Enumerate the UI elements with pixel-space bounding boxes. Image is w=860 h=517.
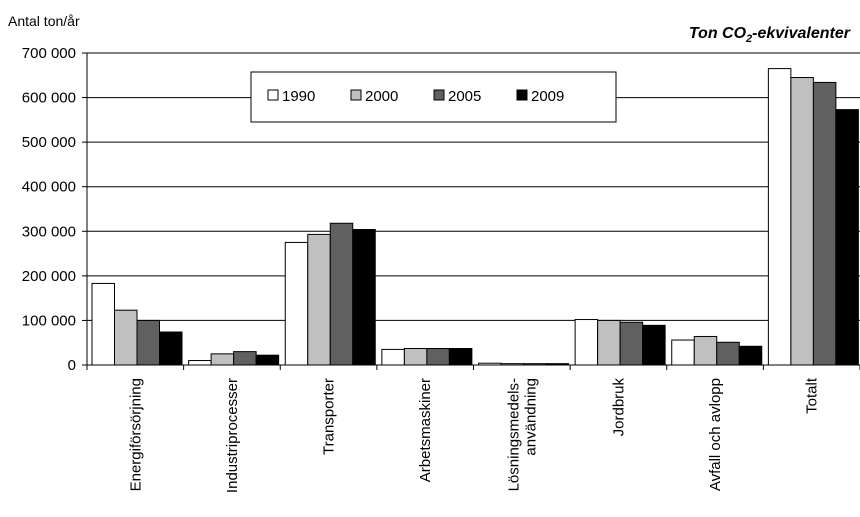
bar-2009 (738, 345, 763, 366)
bar-1990 (671, 339, 695, 366)
x-category-label-line: Industriprocesser (224, 378, 241, 493)
x-category-label-line: Jordbruk (610, 378, 627, 437)
x-category-label: Totalt (804, 377, 821, 414)
bar-2005 (426, 348, 450, 366)
bar-1990 (767, 68, 792, 366)
x-category-label: Lösningsmedels-användning (505, 378, 539, 491)
legend-label-2005: 2005 (448, 88, 481, 105)
x-category-label: Transporter (321, 378, 338, 455)
bar-2009 (448, 348, 473, 366)
x-category-label: Industriprocesser (224, 378, 241, 493)
bar-2005 (716, 341, 740, 366)
x-category-label: Avfall och avlopp (707, 378, 724, 491)
x-category-label-line: Transporter (321, 378, 338, 455)
legend-swatch-2005 (433, 89, 445, 101)
x-category-label-line: Energiförsörjning (127, 378, 144, 491)
bar-2000 (597, 319, 621, 366)
legend-swatch-1990 (267, 89, 279, 101)
x-category-labels: Energiförsörjning Industriprocesser Transp… (127, 377, 820, 493)
bar-2009 (642, 324, 666, 366)
x-category-label: Energiförsörjning (127, 378, 144, 491)
bar-2005 (233, 351, 257, 366)
y-axis-label: Antal ton/år (8, 13, 80, 29)
chart-title-subscript: 2 (745, 33, 752, 45)
x-category-label-line: Totalt (804, 377, 821, 414)
y-tick-label: 600 000 (22, 90, 76, 107)
bar-2005 (812, 81, 837, 366)
chart-title: Ton CO2-ekvivalenter (689, 25, 851, 45)
bar-2000 (403, 348, 428, 366)
y-tick-labels: 0 100 000 200 000 300 000 400 000 500 000 600 … (22, 45, 76, 374)
bar-2009 (352, 229, 376, 366)
y-tick-label: 500 000 (22, 134, 76, 151)
bar-2005 (329, 222, 354, 366)
chart-title-main: Ton CO (689, 25, 747, 42)
bar-2009 (835, 109, 859, 366)
chart-title-rest: -ekvivalenter (752, 25, 851, 42)
bar-2009 (255, 354, 280, 366)
legend-label-2000: 2000 (365, 88, 398, 105)
bar-2000 (114, 309, 138, 366)
bar-1990 (91, 282, 115, 366)
bar-1990 (284, 241, 309, 366)
x-category-label: Arbetsmaskiner (417, 378, 434, 482)
bar-1990 (574, 319, 599, 366)
bar-1990 (381, 348, 405, 366)
bar-2005 (619, 321, 644, 366)
bar-1990 (188, 360, 212, 366)
bars (91, 68, 859, 366)
legend-swatch-2000 (350, 89, 362, 101)
bar-2000 (693, 335, 718, 366)
bar-2000 (307, 233, 331, 366)
x-category-label-line: användning (522, 378, 539, 456)
x-category-label-line: Arbetsmaskiner (417, 378, 434, 482)
bar-2005 (136, 319, 160, 366)
legend-swatch-2009 (516, 89, 528, 101)
x-category-label-line: Avfall och avlopp (707, 378, 724, 491)
legend-label-2009: 2009 (531, 88, 564, 105)
axes (82, 52, 860, 370)
y-tick-label: 100 000 (22, 312, 76, 329)
legend: 1990 2000 2005 2009 (250, 71, 617, 123)
y-tick-label: 0 (68, 357, 76, 374)
legend-label-1990: 1990 (282, 88, 315, 105)
bar-2009 (159, 331, 183, 366)
y-tick-label: 300 000 (22, 223, 76, 240)
x-category-label: Jordbruk (610, 378, 627, 437)
y-tick-label: 400 000 (22, 179, 76, 196)
bar-2000 (210, 353, 235, 366)
bar-2000 (790, 77, 814, 366)
x-category-label-line: Lösningsmedels- (505, 378, 522, 491)
y-tick-label: 700 000 (22, 45, 76, 62)
y-tick-label: 200 000 (22, 268, 76, 285)
